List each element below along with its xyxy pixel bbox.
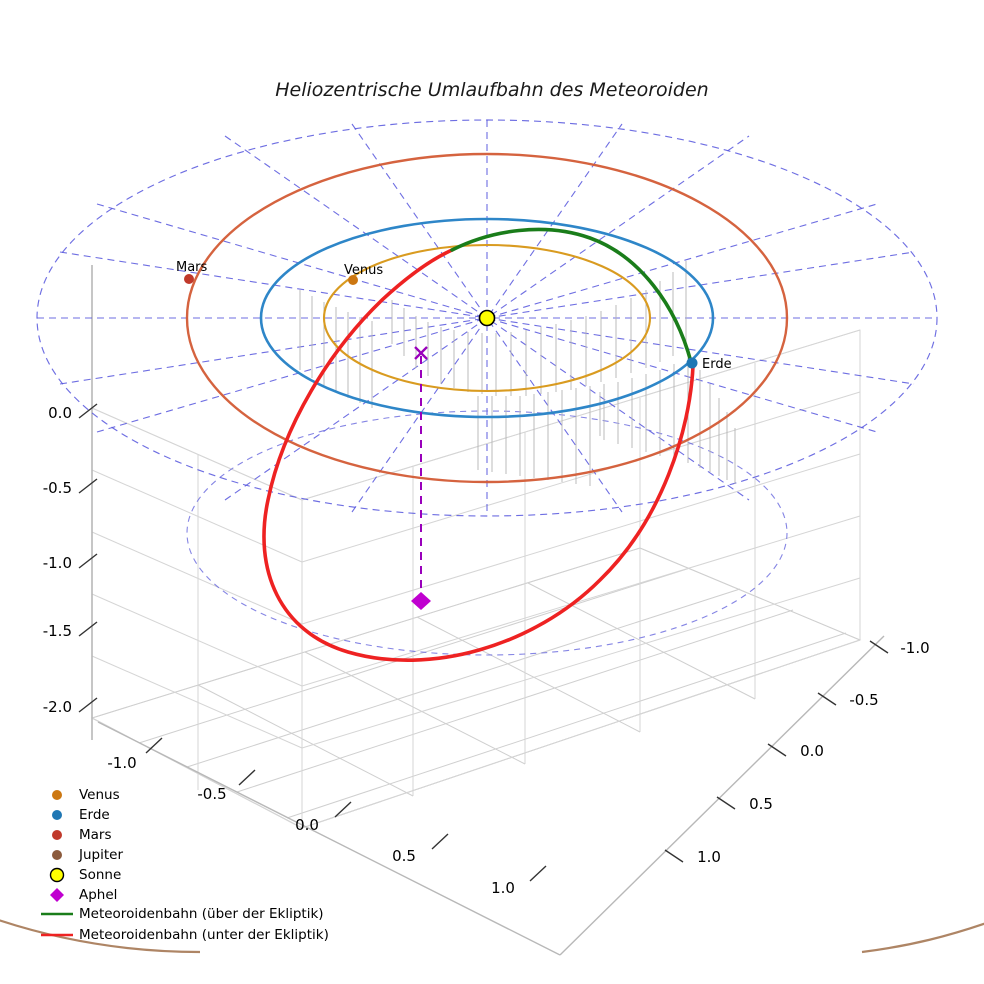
y-tick-label-2: 0.0 <box>800 742 824 760</box>
aphel-marker <box>411 592 431 610</box>
legend-item-meteoroid-below[interactable]: Meteoroidenbahn (unter der Ekliptik) <box>41 927 329 943</box>
x-tick-label-0: -1.0 <box>107 754 136 772</box>
legend-marker-aphel-icon <box>50 888 64 902</box>
legend-label-sonne: Sonne <box>79 867 121 883</box>
orbit-erde <box>259 217 715 419</box>
y-axis-spine <box>559 635 885 956</box>
legend-label-meteoroid-above: Meteoroidenbahn (über der Ekliptik) <box>79 906 324 922</box>
y-tick-label-4: 1.0 <box>697 848 721 866</box>
x-tick-label-2: 0.0 <box>295 816 319 834</box>
legend-item-mars[interactable]: Mars <box>52 827 112 843</box>
floor-grid <box>91 547 861 829</box>
z-axis-ticks <box>78 403 98 713</box>
radial-spokes-dashed <box>37 120 937 516</box>
x-axis-ticks <box>145 737 547 882</box>
z-tick-label-4: -2.0 <box>43 698 72 716</box>
z-tick-label-0: 0.0 <box>48 404 72 422</box>
legend-label-meteoroid-below: Meteoroidenbahn (unter der Ekliptik) <box>79 927 329 943</box>
legend-marker-mars-icon <box>52 830 62 840</box>
z-tick-label-1: -0.5 <box>43 479 72 497</box>
sonne-marker <box>478 309 496 327</box>
aphel-projection-x-icon <box>414 346 428 360</box>
legend-label-jupiter: Jupiter <box>78 847 123 863</box>
legend-label-venus: Venus <box>79 787 120 803</box>
page-title: Heliozentrische Umlaufbahn des Meteoroid… <box>275 79 708 101</box>
ecliptic-projection-dashed <box>186 410 788 656</box>
legend-item-venus[interactable]: Venus <box>52 787 120 803</box>
orbit-mars <box>185 152 789 484</box>
x-axis-spine <box>97 721 561 956</box>
legend-label-mars: Mars <box>79 827 112 843</box>
legend-item-erde[interactable]: Erde <box>52 807 110 823</box>
meteoroid-path-below-ecliptic <box>262 248 695 663</box>
meteoroid-path-above-ecliptic <box>450 227 693 364</box>
legend-item-meteoroid-above[interactable]: Meteoroidenbahn (über der Ekliptik) <box>41 906 324 922</box>
z-tick-label-2: -1.0 <box>43 554 72 572</box>
erde-body <box>686 357 698 369</box>
mars-body <box>184 274 194 284</box>
legend-label-aphel: Aphel <box>79 887 117 903</box>
y-tick-label-3: 0.5 <box>749 795 773 813</box>
z-tick-label-3: -1.5 <box>43 622 72 640</box>
legend-marker-venus-icon <box>52 790 62 800</box>
venus-body <box>348 275 358 285</box>
mars-label: Mars <box>176 260 208 275</box>
y-tick-label-1: -0.5 <box>849 691 878 709</box>
y-axis-ticks <box>664 640 889 863</box>
legend-label-erde: Erde <box>79 807 110 823</box>
orbit-jupiter <box>0 919 984 954</box>
legend-item-aphel[interactable]: Aphel <box>50 887 117 903</box>
x-tick-label-3: 0.5 <box>392 847 416 865</box>
legend: Venus Erde Mars Jupiter Sonne <box>41 787 329 943</box>
orbit-venus <box>322 243 652 393</box>
right-wall-grid <box>301 329 861 829</box>
x-tick-label-1: -0.5 <box>197 785 226 803</box>
legend-marker-jupiter-icon <box>52 850 62 860</box>
legend-marker-erde-icon <box>52 810 62 820</box>
x-tick-label-4: 1.0 <box>491 879 515 897</box>
erde-label: Erde <box>702 357 732 372</box>
y-tick-label-0: -1.0 <box>900 639 929 657</box>
legend-marker-sonne-icon <box>49 867 65 883</box>
venus-label: Venus <box>344 263 383 278</box>
legend-item-sonne[interactable]: Sonne <box>49 867 122 883</box>
legend-item-jupiter[interactable]: Jupiter <box>52 847 123 863</box>
